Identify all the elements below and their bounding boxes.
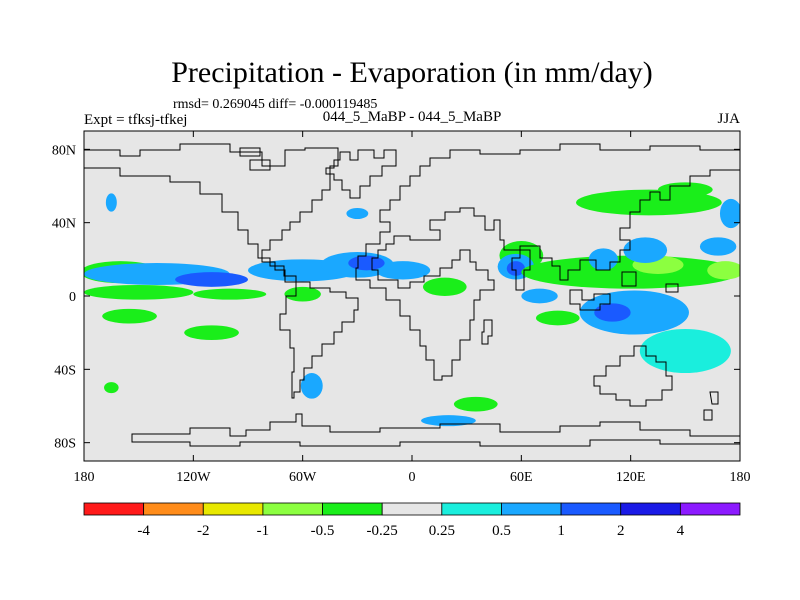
- contour-region-10: [184, 325, 239, 340]
- x-tick-label-3: 0: [409, 470, 416, 485]
- colorbar-label-9: 4: [677, 523, 685, 539]
- contour-region-9: [102, 308, 157, 324]
- x-tick-label-5: 120E: [616, 470, 646, 485]
- colorbar-box-1: [143, 502, 204, 516]
- contour-region-8: [193, 288, 267, 300]
- coastline-indian-subcontinent: [511, 249, 531, 291]
- case-label: 044_5_MaBP - 044_5_MaBP: [323, 109, 502, 125]
- contour-region-30: [579, 290, 689, 335]
- colorbar-label-3: -0.5: [311, 523, 335, 539]
- colorbar-label-1: -2: [197, 523, 210, 539]
- contour-region-12: [422, 277, 467, 297]
- coastline-new-zealand: [703, 391, 719, 421]
- axis-ticks: 180 120W 60W 0 60E 120E 180 80N 40N 0 40S 80S: [52, 131, 751, 485]
- plot-title: Precipitation - Evaporation (in mm/day): [171, 56, 653, 89]
- coastline-madagascar: [481, 319, 493, 345]
- coastline-australia: [593, 345, 673, 407]
- x-tick-label-2: 60W: [289, 470, 317, 485]
- x-tick-label-0: 180: [74, 470, 95, 485]
- contour-region-15: [105, 193, 117, 212]
- colorbar-box-8: [560, 502, 622, 516]
- colorbar: -4 -2 -1 -0.5 -0.25 0.25 0.5 1 2 4: [83, 502, 741, 539]
- x-tick-label-6: 180: [730, 470, 751, 485]
- contour-region-7: [84, 285, 194, 300]
- colorbar-box-10: [679, 502, 741, 516]
- colorbar-box-6: [441, 502, 502, 516]
- colorbar-label-8: 2: [617, 523, 625, 539]
- contour-region-25: [623, 237, 668, 263]
- contour-region-34: [521, 288, 558, 304]
- contour-region-11: [284, 286, 321, 302]
- contour-region-36: [421, 415, 476, 427]
- coastline-canadian-islands: [239, 147, 271, 171]
- coastline-south-america: [279, 281, 359, 399]
- contour-layer: [84, 182, 740, 427]
- coastlines: [84, 143, 740, 447]
- colorbar-label-7: 1: [557, 523, 565, 539]
- coastline-north-america: [84, 143, 339, 283]
- contour-region-33: [535, 310, 580, 326]
- colorbar-label-6: 0.5: [492, 523, 511, 539]
- contour-region-31: [594, 303, 631, 322]
- contour-region-14: [300, 373, 323, 399]
- colorbar-box-5: [381, 502, 443, 516]
- colorbar-label-4: -0.25: [367, 523, 398, 539]
- contour-region-16: [104, 382, 119, 394]
- colorbar-label-0: -4: [137, 523, 150, 539]
- contour-region-32: [639, 329, 731, 373]
- stats-text: rmsd= 0.269045 diff= -0.000119485: [173, 97, 377, 112]
- coastline-southeast-asia: [569, 271, 679, 311]
- colorbar-box-7: [501, 502, 562, 516]
- x-tick-label-1: 120W: [176, 470, 211, 485]
- colorbar-box-3: [262, 502, 323, 516]
- contour-region-20: [506, 261, 525, 276]
- contour-region-6: [348, 255, 385, 271]
- colorbar-box-0: [83, 502, 145, 516]
- y-tick-label-4: 80S: [54, 437, 76, 452]
- contour-region-24: [588, 248, 618, 271]
- contour-region-23: [707, 261, 740, 280]
- colorbar-label-5: 0.25: [429, 523, 455, 539]
- contour-region-2: [175, 272, 248, 287]
- season-label: JJA: [717, 111, 740, 127]
- colorbar-box-9: [620, 502, 681, 516]
- colorbar-label-2: -1: [257, 523, 270, 539]
- y-tick-label-2: 0: [69, 290, 76, 305]
- y-tick-label-0: 80N: [52, 143, 76, 158]
- experiment-label: Expt = tfksj-tfkej: [84, 112, 187, 128]
- contour-region-26: [699, 237, 737, 256]
- contour-region-17: [346, 208, 369, 219]
- contour-region-29: [719, 198, 740, 229]
- contour-region-5: [375, 261, 431, 280]
- y-tick-label-3: 40S: [54, 363, 76, 378]
- contour-region-28: [658, 182, 713, 198]
- coastline-greenland: [325, 149, 397, 199]
- coastline-eurasia-africa: [355, 143, 740, 381]
- y-tick-label-1: 40N: [52, 217, 76, 232]
- coastline-antarctica: [131, 413, 740, 447]
- colorbar-box-2: [202, 502, 264, 516]
- colorbar-box-4: [322, 502, 383, 516]
- contour-region-35: [453, 396, 498, 412]
- x-tick-label-4: 60E: [510, 470, 533, 485]
